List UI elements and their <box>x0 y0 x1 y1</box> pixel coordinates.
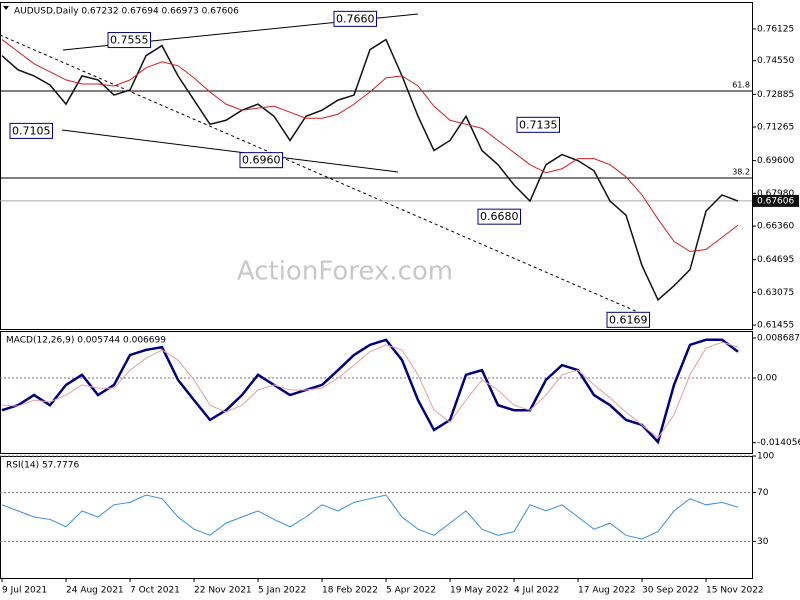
x-tick-label: 22 Nov 2021 <box>194 586 252 596</box>
x-tick-label: 18 Feb 2022 <box>322 586 378 596</box>
y-tick-label: 30 <box>757 537 769 547</box>
panel-title: RSI(14) 57.7776 <box>6 461 79 471</box>
series-line <box>1 39 739 253</box>
x-tick-label: 24 Aug 2021 <box>66 586 124 596</box>
x-tick-label: 9 Jul 2021 <box>2 586 47 596</box>
x-tick-label: 5 Jan 2022 <box>258 586 306 596</box>
y-tick-label: 0.67980 <box>757 189 794 199</box>
series-line <box>1 338 739 445</box>
series-line <box>1 341 739 439</box>
price-annotation: 0.6960 <box>242 154 281 167</box>
panel-title: AUDUSD,Daily 0.67232 0.67694 0.66973 0.6… <box>14 7 239 17</box>
series-line <box>1 494 739 540</box>
y-tick-label: 100 <box>757 452 774 462</box>
annotation-box <box>516 116 560 133</box>
panel-frame <box>0 2 753 330</box>
y-tick-label: 0.76125 <box>757 24 794 34</box>
price-annotation: 0.7660 <box>336 12 375 25</box>
annotation-box <box>107 32 151 49</box>
price-annotation: 0.7135 <box>519 118 558 131</box>
trend-line <box>0 34 641 314</box>
x-tick-label: 19 May 2022 <box>450 586 509 596</box>
price-annotation: 0.6680 <box>480 210 519 223</box>
trend-line <box>61 129 399 173</box>
annotation-box <box>333 10 377 27</box>
y-tick-label: 0.72885 <box>757 90 794 100</box>
price-annotation: 0.6169 <box>609 313 648 326</box>
series-line <box>1 38 739 302</box>
y-tick-label: 0.00 <box>757 374 777 384</box>
y-tick-label: 0.008687 <box>757 334 800 344</box>
title-arrow <box>3 6 9 10</box>
y-tick-label: 0.61455 <box>757 321 794 331</box>
x-tick-label: 4 Jul 2022 <box>514 586 559 596</box>
fib-label: 38.2 <box>732 168 750 177</box>
x-tick-label: 30 Sep 2022 <box>642 586 699 596</box>
y-tick-label: -0.014056 <box>757 438 800 448</box>
x-tick-label: 15 Nov 2022 <box>706 586 764 596</box>
x-tick-label: 5 Apr 2022 <box>386 586 436 596</box>
annotation-box <box>9 122 53 139</box>
last-price-box <box>753 194 799 207</box>
fib-label: 61.8 <box>732 81 750 90</box>
last-price-label: 0.67606 <box>757 196 794 206</box>
y-tick-label: 0.71265 <box>757 123 794 133</box>
y-tick-label: 0.66360 <box>757 222 794 232</box>
x-tick-label: 7 Oct 2021 <box>130 586 180 596</box>
annotation-box <box>239 152 283 169</box>
watermark: ActionForex.com <box>237 257 453 287</box>
annotation-box <box>477 208 521 225</box>
y-tick-label: 70 <box>757 488 769 498</box>
price-annotation: 0.7105 <box>12 124 51 137</box>
annotation-box <box>606 311 650 328</box>
y-tick-label: 0.74550 <box>757 56 794 66</box>
y-tick-label: 0.69600 <box>757 156 794 166</box>
panel-frame <box>0 331 753 454</box>
y-tick-label: 0.64695 <box>757 255 794 265</box>
price-annotation: 0.7555 <box>110 34 149 47</box>
panel-title: MACD(12,26,9) 0.005744 0.006699 <box>6 336 166 346</box>
y-tick-label: 0.63075 <box>757 288 794 298</box>
x-tick-label: 17 Aug 2022 <box>578 586 636 596</box>
